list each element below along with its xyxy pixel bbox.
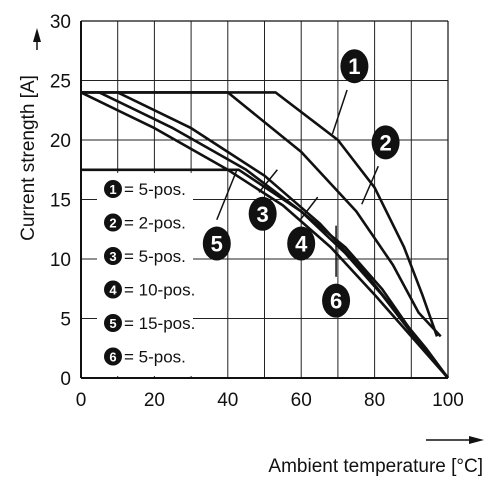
leader-line-1	[331, 89, 348, 135]
legend-marker-4	[104, 280, 122, 299]
legend-entry-2: = 2-pos.	[124, 214, 186, 233]
y-tick-label: 20	[50, 131, 71, 152]
curve-badge-label-3: 3	[257, 202, 269, 227]
legend-entry-6: = 5-pos.	[124, 348, 186, 367]
x-axis-arrow	[426, 436, 484, 444]
leader-line-2	[361, 165, 379, 205]
y-axis-arrow	[33, 28, 41, 50]
legend-marker-label-3: 3	[109, 249, 116, 264]
legend-marker-3	[104, 247, 122, 265]
curve-badge-label-5: 5	[211, 232, 223, 257]
legend-marker-label-4: 4	[109, 283, 117, 298]
series-line-1	[81, 91, 439, 337]
x-tick-label: 20	[144, 390, 165, 411]
series-line-2	[81, 91, 442, 338]
curve-badge-4	[287, 226, 316, 261]
legend-marker-1	[104, 180, 122, 198]
legend-marker-label-5: 5	[109, 316, 116, 331]
curve-badge-6	[322, 283, 351, 318]
y-tick-label: 30	[50, 12, 71, 33]
curve-badges: 1 2 3 4 5 6	[202, 49, 400, 318]
legend-marker-label-2: 2	[109, 216, 116, 231]
legend-marker-2	[104, 213, 122, 232]
curve-badge-2	[371, 125, 400, 160]
legend-entry-5: = 15-pos.	[124, 314, 195, 333]
badge-leader-lines	[216, 89, 379, 277]
legend-box	[97, 173, 193, 376]
x-tick-label: 100	[432, 390, 464, 411]
legend-entry-4: = 10-pos.	[124, 281, 195, 300]
curve-badge-label-4: 4	[295, 232, 308, 257]
legend-marker-label-1: 1	[109, 182, 116, 197]
leader-line-5	[216, 169, 238, 221]
y-tick-label: 15	[50, 191, 71, 212]
x-tick-label: 0	[76, 390, 87, 411]
y-tick-label: 25	[50, 72, 71, 93]
curve-badge-label-6: 6	[330, 289, 342, 314]
curve-badge-5	[202, 226, 231, 261]
curve-badge-label-1: 1	[348, 54, 360, 79]
axes	[80, 20, 449, 379]
x-tick-label: 40	[217, 390, 238, 411]
leader-line-3	[258, 169, 278, 193]
y-axis-label: Current strength [A]	[18, 75, 39, 241]
y-tick-label: 10	[50, 250, 71, 271]
legend-entry-1: = 5-pos.	[124, 180, 186, 199]
x-tick-label: 80	[364, 390, 385, 411]
legend: 1 = 5-pos. 2 = 2-pos. 3 = 5-pos. 4 = 10-pos. 5 = …	[97, 173, 195, 376]
x-axis-label: Ambient temperature [°C]	[268, 456, 483, 477]
leader-line-4	[298, 196, 319, 222]
y-tick-label: 5	[60, 310, 71, 331]
curve-badge-1	[340, 49, 369, 84]
y-tick-label: 0	[60, 369, 71, 390]
x-tick-label: 60	[291, 390, 312, 411]
legend-marker-6	[104, 347, 122, 366]
series-curves	[80, 91, 450, 379]
series-line-6	[80, 91, 449, 379]
legend-marker-5	[104, 314, 122, 332]
curve-badge-3	[248, 196, 277, 231]
curve-badge-label-2: 2	[379, 130, 391, 155]
legend-marker-label-6: 6	[109, 350, 116, 365]
series-line-5	[81, 168, 450, 379]
legend-entry-3: = 5-pos.	[124, 247, 186, 266]
